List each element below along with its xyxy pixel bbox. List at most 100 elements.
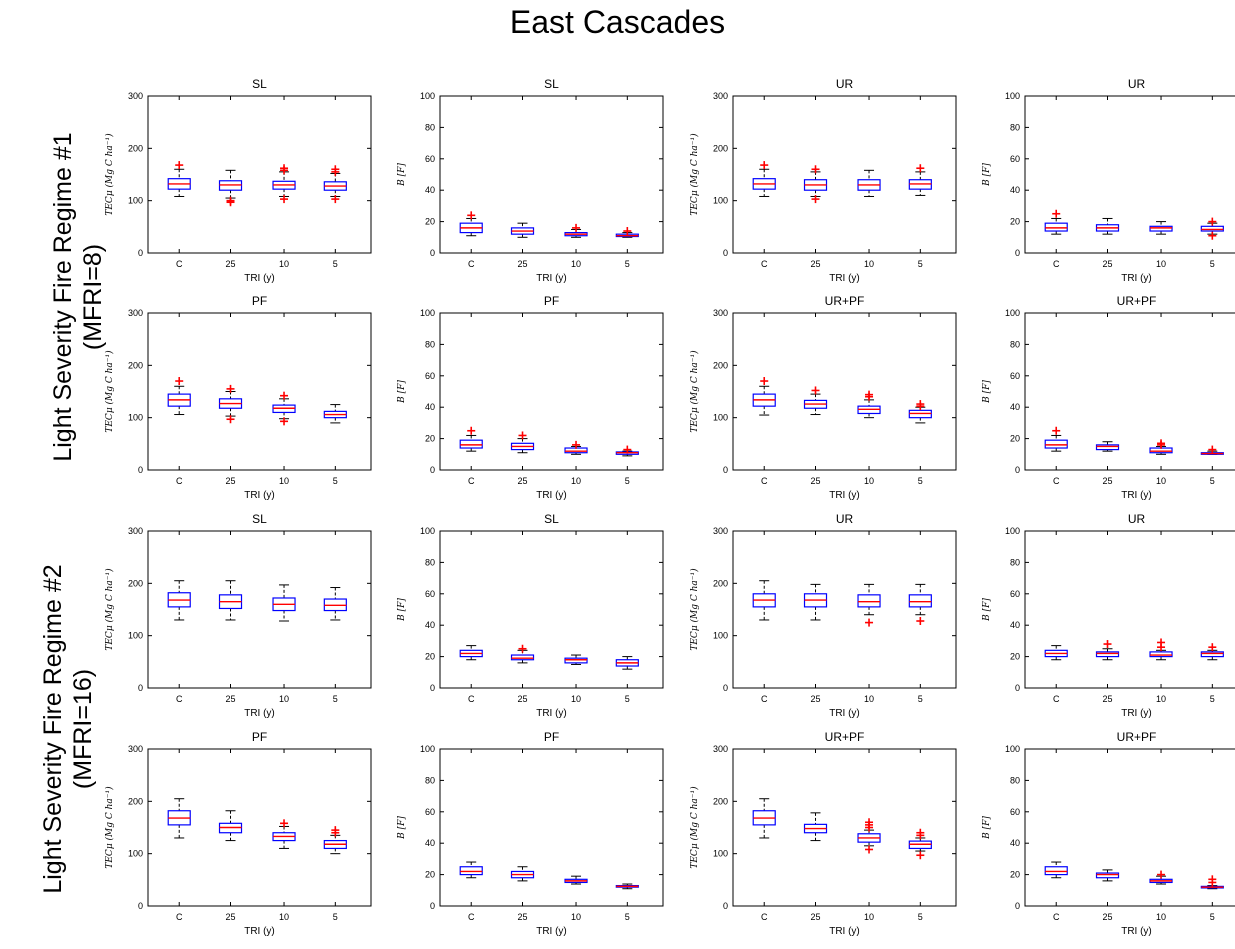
x-tick-label: 5 [918,476,923,486]
subplot-11: UR 0 100 200 300 C 25 10 5 TRI (y) TECμ (Mg C ha⁻¹… [689,512,957,719]
iqr-box [1044,222,1068,232]
axes-frame [732,95,957,254]
outlier-marker [1208,445,1217,454]
outlier-marker [175,377,184,386]
outlier-marker [467,211,476,220]
outlier-marker [1208,875,1217,884]
subplot-title: UR [1128,77,1146,91]
outlier-marker [518,431,527,440]
outlier-marker [1157,870,1166,879]
x-tick-label: 5 [333,476,338,486]
x-tick-label: C [176,694,183,704]
axes-frame [1024,530,1235,689]
outlier-marker [760,161,769,170]
x-tick-label: 10 [279,694,289,704]
x-tick-label: C [1053,259,1060,269]
outlier-marker [760,377,769,386]
subplot-9: SL 0 100 200 300 C 25 10 5 TRI (y) TECμ (Mg C ha⁻¹… [104,512,372,719]
y-tick-label: 300 [128,744,143,754]
x-tick-label: C [468,259,475,269]
outlier-marker [572,223,581,232]
y-tick-label: 40 [425,402,435,412]
outlier-marker [467,426,476,435]
x-tick-label: 5 [333,259,338,269]
outlier-marker [865,618,874,627]
subplot-8: UR+PF 0 20 40 60 80 100 C 25 10 5 TRI (y) B [F] [982,294,1235,501]
axes-frame [732,312,957,471]
x-tick-label: C [468,476,475,486]
x-tick-label: 25 [518,694,528,704]
outlier-marker [1208,231,1217,240]
x-tick-label: 10 [279,259,289,269]
y-tick-label: 0 [723,901,728,911]
outlier-marker [331,195,340,204]
subplot-title: SL [544,77,559,91]
y-tick-label: 300 [128,308,143,318]
y-tick-label: 200 [128,143,143,153]
y-tick-label: 100 [128,631,143,641]
x-tick-label: C [176,476,183,486]
y-tick-label: 200 [128,578,143,588]
x-tick-label: C [468,694,475,704]
y-axis-label: TECμ (Mg C ha⁻¹) [689,133,700,216]
y-axis-label: B [F] [397,816,407,840]
outlier-marker [865,818,874,827]
subplot-14: PF 0 20 40 60 80 100 C 25 10 5 TRI (y) B [F] [397,730,664,937]
iqr-box [908,594,932,608]
subplot-title: SL [252,512,267,526]
axes-frame [439,312,664,471]
box-25 [218,810,243,842]
y-tick-label: 40 [425,838,435,848]
x-tick-label: 5 [333,694,338,704]
box-10 [857,390,881,419]
y-tick-label: 60 [1010,154,1020,164]
subplot-title: UR [1128,512,1146,526]
x-tick-label: 10 [864,476,874,486]
outlier-marker [280,164,289,173]
box-10 [857,169,881,197]
iqr-box [1044,866,1068,876]
x-tick-label: 25 [226,476,236,486]
y-tick-label: 40 [1010,185,1020,195]
box-25 [1095,441,1120,452]
y-tick-label: 40 [425,185,435,195]
x-tick-label: C [761,476,768,486]
box-25 [1095,217,1120,235]
y-tick-label: 60 [1010,807,1020,817]
box-5 [1200,217,1224,240]
outlier-marker [331,826,340,835]
box-25 [510,866,535,882]
subplot-title: SL [252,77,267,91]
y-tick-label: 0 [1015,465,1020,475]
box-10 [564,440,588,455]
y-axis-label: B [F] [397,598,407,622]
outlier-marker [623,445,632,454]
x-tick-label: 10 [279,912,289,922]
x-tick-label: 10 [571,476,581,486]
x-tick-label: 25 [1103,259,1113,269]
box-C [1044,426,1068,452]
box-5 [323,404,347,424]
x-tick-label: 10 [864,912,874,922]
iqr-box [1095,651,1120,658]
axes-frame [147,95,372,254]
y-tick-label: 300 [713,526,728,536]
x-tick-label: 5 [625,476,630,486]
x-axis-label: TRI (y) [829,926,860,937]
x-tick-label: 5 [333,912,338,922]
y-axis-label: TECμ (Mg C ha⁻¹) [104,350,115,433]
x-tick-label: 25 [811,259,821,269]
box-5 [1200,643,1224,661]
box-25 [803,583,828,621]
y-tick-label: 100 [713,413,728,423]
axes-frame [732,748,957,907]
y-tick-label: 100 [1005,744,1020,754]
iqr-box [459,439,483,449]
subplot-5: PF 0 100 200 300 C 25 10 5 TRI (y) TECμ (Mg C ha⁻¹… [104,294,372,501]
y-tick-label: 80 [1010,557,1020,567]
subplot-16: UR+PF 0 20 40 60 80 100 C 25 10 5 TRI (y) B [F] [982,730,1235,937]
y-tick-label: 0 [430,248,435,258]
outlier-marker [916,828,925,837]
y-tick-label: 0 [723,465,728,475]
x-tick-label: 10 [1156,259,1166,269]
